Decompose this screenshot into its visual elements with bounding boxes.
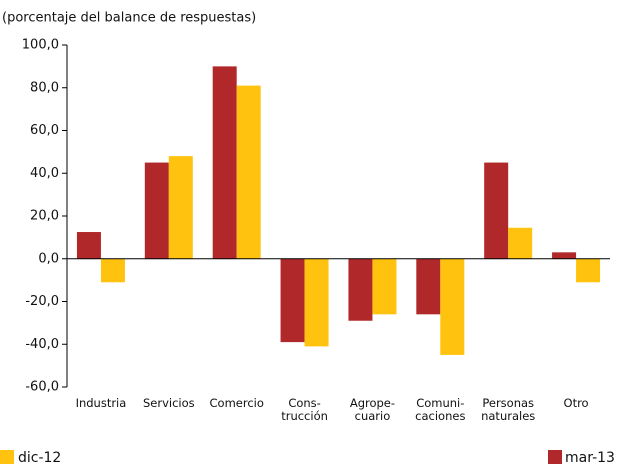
x-tick-label: Agrope- cuario (349, 396, 396, 423)
bar (440, 258, 465, 355)
bar (76, 232, 101, 259)
bar (304, 258, 329, 347)
y-tick-label: -60,0 (25, 380, 59, 395)
bar (212, 66, 237, 259)
bar (168, 156, 193, 259)
bar (576, 258, 601, 283)
x-tick-label: Cons- trucción (281, 396, 328, 423)
y-tick-label: -20,0 (25, 294, 59, 309)
y-tick-label: 40,0 (30, 166, 59, 181)
x-tick-label: Comuni- caciones (415, 396, 466, 423)
legend-swatch (548, 450, 562, 464)
y-tick-label: 100,0 (22, 38, 59, 53)
x-tick-label: Personas naturales (481, 396, 536, 423)
x-tick-label: Servicios (142, 396, 195, 410)
bar (280, 258, 305, 343)
y-tick-label: 60,0 (30, 123, 59, 138)
bar (348, 258, 373, 321)
legend-label: mar-13 (565, 450, 615, 466)
bar (144, 162, 169, 259)
bar (552, 252, 577, 259)
bar (508, 227, 533, 259)
bar (484, 162, 509, 259)
x-tick-label: Industria (75, 396, 127, 410)
bar (236, 85, 261, 259)
bar (372, 258, 397, 315)
x-tick-label: Comercio (209, 396, 264, 410)
x-tick-label: Otro (563, 396, 589, 410)
y-tick-label: 0,0 (38, 251, 59, 266)
bar (416, 258, 441, 315)
legend-swatch (0, 450, 14, 464)
chart-subtitle: (porcentaje del balance de respuestas) (2, 11, 256, 26)
y-tick-label: 20,0 (30, 209, 59, 224)
y-tick-label: 80,0 (30, 80, 59, 95)
y-tick-label: -40,0 (25, 337, 59, 352)
bar (100, 258, 125, 283)
legend-label: dic-12 (18, 450, 61, 466)
